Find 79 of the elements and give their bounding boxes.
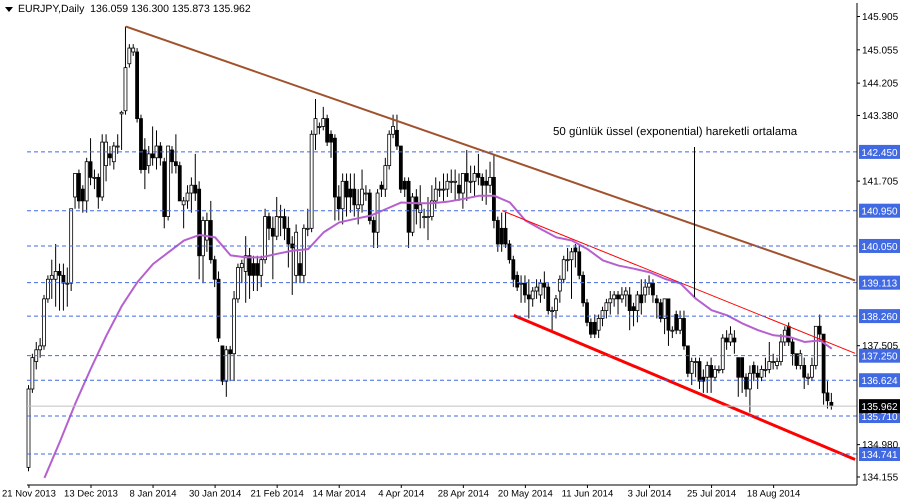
candlestick — [278, 204, 283, 237]
candlestick — [767, 341, 772, 374]
x-tick-label: 20 May 2014 — [498, 488, 553, 500]
candlestick — [740, 357, 744, 394]
x-tick-label: 3 Jul 2014 — [628, 488, 672, 500]
candlestick — [608, 290, 612, 316]
candlestick — [453, 169, 458, 202]
candlestick — [570, 247, 574, 300]
candlestick — [348, 172, 352, 214]
ref-line-label: 137.250 — [861, 352, 898, 363]
candlestick — [698, 357, 702, 390]
candlestick — [639, 278, 644, 316]
candlestick — [62, 263, 66, 312]
x-tick-label: 14 Mar 2014 — [312, 488, 366, 500]
x-tick-label: 13 Dec 2013 — [64, 488, 118, 500]
y-tick-label: 144.205 — [862, 78, 899, 90]
candlestick — [526, 278, 531, 319]
candlestick — [736, 357, 740, 398]
candlestick — [58, 263, 62, 312]
x-tick-label: 8 Jan 2014 — [130, 488, 177, 500]
x-tick-label: 25 Jul 2014 — [686, 488, 736, 500]
ref-line-label: 135.710 — [861, 412, 898, 424]
ref-line-label: 140.050 — [861, 242, 898, 253]
candlestick — [662, 298, 666, 335]
candlestick — [592, 314, 597, 339]
ref-line-label: 134.741 — [861, 450, 898, 462]
y-tick-label: 145.055 — [862, 45, 899, 56]
x-tick-label: 21 Nov 2013 — [2, 488, 56, 500]
annotation: 50 günlük üssel (exponential) hareketli ortalama — [553, 126, 798, 138]
chart-title: EURJPY,Daily 136.059 136.300 135.873 135.962 — [18, 3, 251, 15]
candlestick — [150, 126, 155, 166]
candlestick — [344, 172, 348, 218]
candlestick — [189, 176, 194, 214]
ref-line-label: 142.450 — [861, 148, 898, 159]
candlestick — [694, 357, 698, 378]
ref-line-label: 138.260 — [861, 312, 898, 324]
ref-line-label: 139.113 — [862, 278, 898, 290]
candlestick — [628, 286, 632, 331]
ref-line-label: 136.624 — [861, 376, 898, 388]
candlestick — [54, 244, 58, 308]
y-tick-label: 143.380 — [862, 111, 899, 122]
x-tick-label: 18 Aug 2014 — [746, 488, 800, 500]
candlestick — [500, 212, 504, 252]
candlestick — [154, 130, 158, 170]
candlestick — [445, 172, 450, 198]
candlestick — [705, 361, 710, 394]
candlestick — [73, 172, 77, 210]
candlestick — [457, 172, 461, 202]
x-tick-label: 21 Feb 2014 — [250, 488, 304, 500]
y-tick-label: 134.155 — [862, 472, 899, 484]
candlestick — [50, 259, 54, 300]
candlestick — [255, 255, 260, 292]
ref-line-label: 135.962 — [861, 402, 898, 414]
x-tick-label: 30 Jan 2014 — [188, 488, 242, 500]
y-tick-label: 145.905 — [862, 12, 899, 24]
candlestick — [620, 286, 624, 304]
candlestick — [108, 146, 112, 166]
candlestick — [709, 357, 714, 394]
candlestick — [484, 169, 488, 206]
candlestick — [438, 180, 442, 198]
candlestick — [270, 216, 275, 280]
x-tick-label: 4 Apr 2014 — [378, 488, 424, 500]
line-series — [43, 194, 833, 479]
candlestick — [771, 353, 776, 370]
candlestick — [252, 255, 256, 292]
candlestick — [464, 149, 469, 202]
candlestick — [732, 330, 736, 354]
candlestick — [756, 364, 760, 390]
candlestick — [674, 310, 678, 335]
candlestick — [748, 364, 752, 414]
x-tick-label: 11 Jun 2014 — [562, 488, 614, 500]
candlestick — [616, 290, 620, 316]
candlestick — [713, 364, 717, 382]
ref-line-label: 140.950 — [861, 206, 898, 218]
candlestick — [519, 274, 523, 304]
x-tick-label: 28 Apr 2014 — [438, 488, 489, 500]
candlestick — [658, 298, 663, 323]
y-tick-label: 141.705 — [862, 176, 899, 188]
candlestick — [442, 172, 446, 202]
